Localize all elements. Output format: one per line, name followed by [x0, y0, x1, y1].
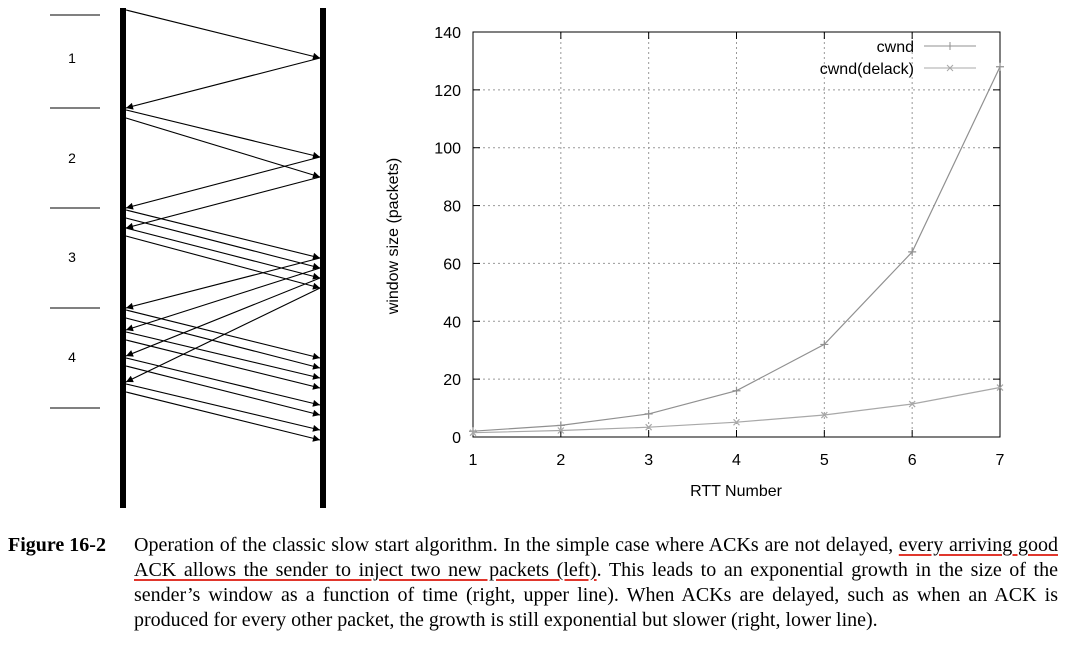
legend-marker-plus-icon — [946, 42, 954, 50]
data-point-cwnd-delack — [733, 418, 740, 426]
ack-arrow — [125, 156, 321, 210]
x-tick-labels: 1 2 3 4 5 6 7 — [469, 452, 1005, 469]
data-point-cwnd — [820, 340, 829, 349]
data-packet-arrow — [125, 209, 321, 260]
data-packet-arrow — [125, 383, 321, 432]
data-point-cwnd — [556, 421, 565, 430]
y-tick-label: 80 — [443, 199, 461, 216]
ack-arrow — [125, 176, 321, 230]
caption-text: Operation of the classic slow start algo… — [134, 533, 1058, 633]
data-packet-arrow — [125, 391, 321, 442]
x-axis-label: RTT Number — [690, 483, 783, 500]
ack-arrow — [125, 287, 321, 383]
data-packet-arrow — [125, 109, 321, 159]
data-packet-arrow — [125, 235, 321, 290]
slow-start-timeline-diagram: 1 2 3 4 — [50, 8, 326, 508]
data-packet-arrow — [125, 217, 321, 270]
data-point-cwnd-delack — [820, 411, 828, 419]
data-point-cwnd-delack — [908, 400, 916, 408]
rtt-label: 3 — [68, 249, 76, 265]
ack-arrow — [125, 277, 321, 357]
x-tick-label: 5 — [820, 452, 829, 469]
rtt-label: 4 — [68, 349, 76, 365]
rtt-label: 1 — [68, 50, 76, 66]
legend: cwnd cwnd(delack) — [820, 39, 976, 78]
data-point-cwnd — [732, 386, 741, 395]
ack-arrow — [125, 57, 321, 110]
legend-entry-cwnd-delack: cwnd(delack) — [820, 61, 914, 78]
data-point-cwnd — [469, 427, 477, 436]
data-point-cwnd-delack — [996, 384, 1004, 391]
figure-label: Figure 16-2 — [8, 534, 106, 556]
y-tick-labels: 0 20 40 60 80 100 120 140 — [434, 25, 461, 447]
data-point-cwnd-delack — [645, 423, 653, 431]
data-point-cwnd — [996, 62, 1004, 71]
data-point-cwnd-delack — [557, 427, 565, 434]
x-tick-label: 2 — [556, 452, 565, 469]
y-tick-label: 120 — [434, 83, 461, 100]
rtt-label: 2 — [68, 150, 76, 166]
y-tick-label: 100 — [434, 141, 461, 158]
x-tick-label: 4 — [732, 452, 741, 469]
caption-intro: Operation of the classic slow start algo… — [134, 534, 899, 556]
data-packet-arrow — [125, 9, 321, 60]
data-point-cwnd — [644, 409, 653, 418]
rtt-dividers — [50, 14, 100, 409]
data-packet-arrow — [125, 317, 321, 370]
data-packet-arrow — [125, 365, 321, 417]
y-tick-label: 0 — [452, 430, 461, 447]
figure-caption: Figure 16-2 Operation of the classic slo… — [8, 533, 1058, 633]
x-tick-label: 6 — [908, 452, 917, 469]
data-packet-arrow — [125, 357, 321, 407]
x-tick-label: 3 — [644, 452, 653, 469]
data-packet-arrow — [125, 227, 321, 280]
caption-rest: . This leads to an exponential growth in… — [134, 559, 1058, 631]
data-packet-arrow — [125, 117, 321, 179]
y-tick-label: 60 — [443, 256, 461, 273]
figure-art: 1 2 3 4 — [50, 8, 1005, 508]
data-point-cwnd — [908, 247, 917, 256]
y-tick-label: 140 — [434, 25, 461, 42]
data-point-cwnd-delack — [469, 429, 477, 437]
legend-entry-cwnd: cwnd — [877, 39, 914, 56]
x-tick-label: 7 — [996, 452, 1005, 469]
data-packet-arrow — [125, 309, 321, 360]
y-tick-label: 20 — [443, 372, 461, 389]
series-lines — [469, 62, 1004, 437]
ack-arrow — [125, 257, 321, 310]
caption-underlined-phrase: every arriving good ACK allows the sende… — [134, 534, 1058, 581]
y-axis-label: window size (packets) — [385, 158, 402, 316]
data-packet-arrow — [125, 339, 321, 390]
x-tick-label: 1 — [469, 452, 478, 469]
window-size-chart: 0 20 40 60 80 100 120 140 1 2 3 4 5 6 7 … — [385, 25, 1005, 500]
y-tick-label: 40 — [443, 314, 461, 331]
ack-arrow — [125, 267, 321, 332]
data-packet-arrow — [125, 331, 321, 380]
packet-arrows — [125, 9, 321, 442]
legend-marker-x-icon — [946, 64, 954, 72]
